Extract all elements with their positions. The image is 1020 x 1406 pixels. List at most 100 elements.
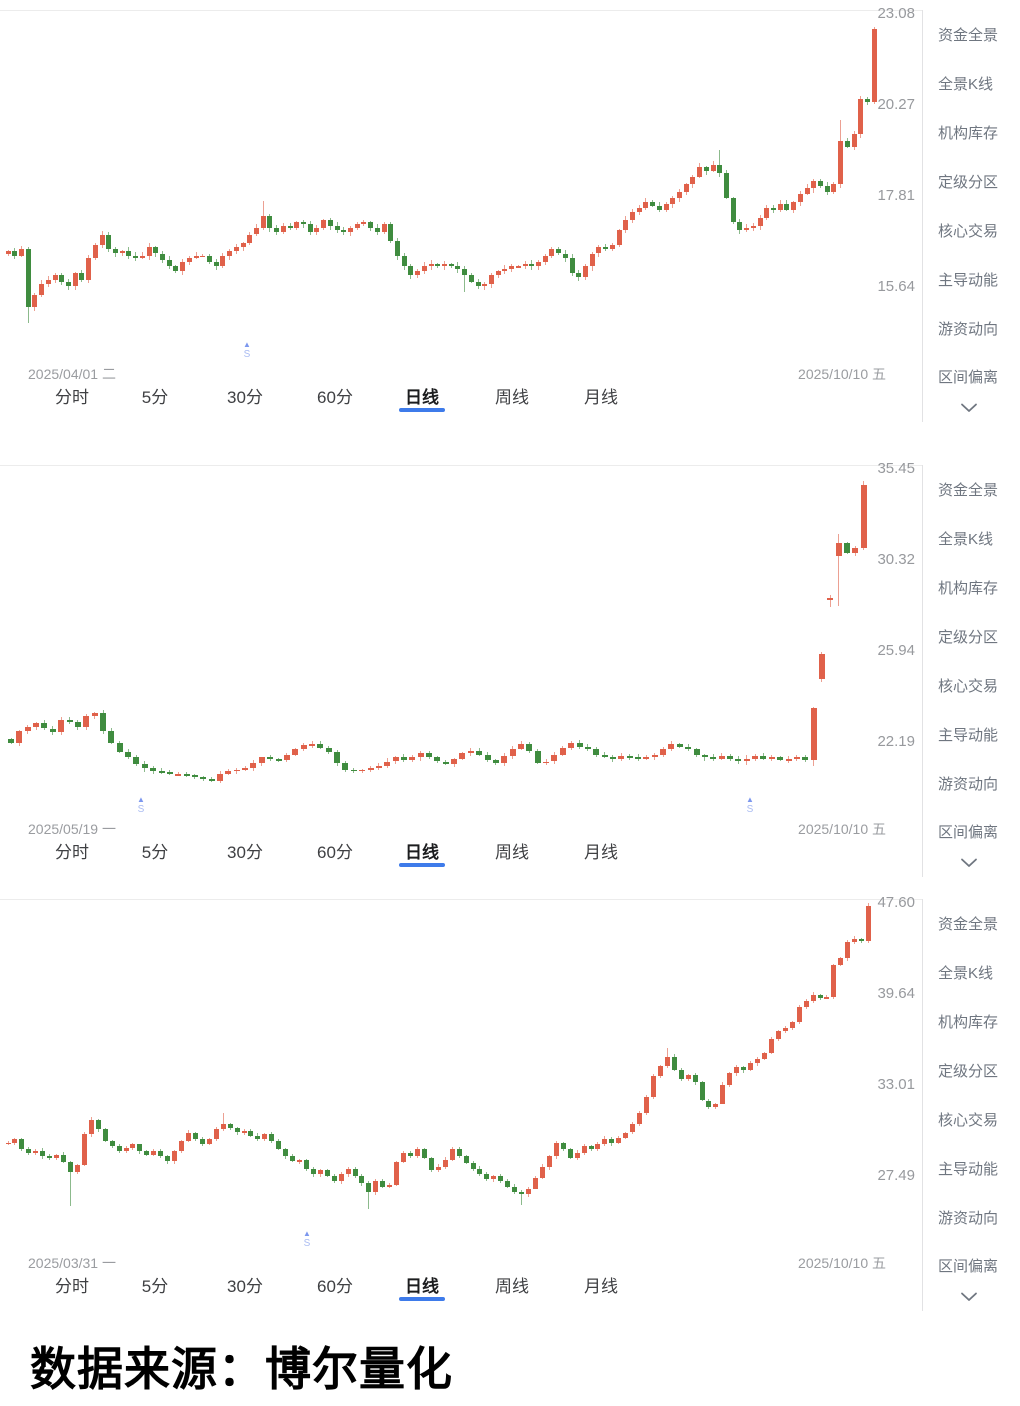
candle xyxy=(676,744,683,747)
candle xyxy=(233,769,240,772)
candle xyxy=(137,1144,143,1152)
candle xyxy=(267,757,274,760)
sidebar-item-3[interactable]: 机构库存 xyxy=(938,1014,999,1031)
price-axis-label: 27.49 xyxy=(877,1167,915,1184)
chevron-down-icon[interactable] xyxy=(959,1290,979,1302)
tab-timeframe-4[interactable]: 60分 xyxy=(317,843,353,862)
tab-timeframe-3[interactable]: 30分 xyxy=(227,388,263,407)
sidebar-item-4[interactable]: 定级分区 xyxy=(938,629,999,646)
candle xyxy=(782,1028,788,1031)
candle xyxy=(206,255,212,263)
sidebar-item-7[interactable]: 游资动向 xyxy=(938,321,999,338)
sidebar-item-1[interactable]: 资金全景 xyxy=(938,916,999,933)
chevron-down-icon[interactable] xyxy=(959,401,979,413)
candle xyxy=(551,754,558,762)
tab-timeframe-7[interactable]: 月线 xyxy=(584,388,618,407)
sidebar-item-5[interactable]: 核心交易 xyxy=(938,223,999,240)
tab-timeframe-2[interactable]: 5分 xyxy=(141,388,169,407)
sidebar-item-2[interactable]: 全景K线 xyxy=(938,965,994,982)
candle xyxy=(5,251,11,255)
candle xyxy=(262,1134,268,1140)
candle xyxy=(303,1159,309,1169)
candle xyxy=(844,141,850,147)
candle xyxy=(33,1151,39,1153)
sidebar-item-1[interactable]: 资金全景 xyxy=(938,27,999,44)
price-axis-label: 33.01 xyxy=(877,1076,915,1093)
tab-timeframe-1[interactable]: 分时 xyxy=(55,388,89,407)
candlestick-plot-area[interactable] xyxy=(0,10,922,355)
panel-top-border xyxy=(0,10,922,11)
sidebar-item-7[interactable]: 游资动向 xyxy=(938,1210,999,1227)
candle xyxy=(449,1149,455,1160)
sidebar-item-2[interactable]: 全景K线 xyxy=(938,531,994,548)
tab-timeframe-5[interactable]: 日线 xyxy=(405,388,439,407)
tab-timeframe-7[interactable]: 月线 xyxy=(584,843,618,862)
tab-timeframe-4[interactable]: 60分 xyxy=(317,388,353,407)
candle xyxy=(352,1168,358,1176)
candle xyxy=(845,942,851,959)
candle xyxy=(59,275,65,282)
tab-timeframe-1[interactable]: 分时 xyxy=(55,843,89,862)
sidebar-item-3[interactable]: 机构库存 xyxy=(938,580,999,597)
candlestick-plot-area[interactable] xyxy=(0,899,922,1244)
sidebar-item-6[interactable]: 主导动能 xyxy=(938,1161,999,1178)
candle xyxy=(512,1186,518,1193)
candle xyxy=(33,723,40,728)
price-axis-label: 17.81 xyxy=(877,187,915,204)
sidebar-item-8[interactable]: 区间偏离 xyxy=(938,824,999,841)
candle xyxy=(451,758,458,765)
tab-timeframe-5[interactable]: 日线 xyxy=(405,843,439,862)
candle xyxy=(8,739,14,743)
candlestick-plot-area[interactable] xyxy=(0,465,922,810)
candle-wick xyxy=(368,1181,370,1209)
candle xyxy=(100,713,106,732)
tab-timeframe-5[interactable]: 日线 xyxy=(405,1277,439,1296)
candle xyxy=(165,1156,171,1162)
tab-timeframe-4[interactable]: 60分 xyxy=(317,1277,353,1296)
sidebar-item-7[interactable]: 游资动向 xyxy=(938,776,999,793)
tab-timeframe-2[interactable]: 5分 xyxy=(141,1277,169,1296)
candle xyxy=(797,194,803,202)
candle xyxy=(192,1132,198,1140)
sidebar-item-4[interactable]: 定级分区 xyxy=(938,174,999,191)
tab-timeframe-2[interactable]: 5分 xyxy=(141,843,169,862)
candle xyxy=(88,1119,94,1135)
candle xyxy=(741,1067,747,1071)
active-tab-underline xyxy=(399,408,445,412)
sidebar-item-5[interactable]: 核心交易 xyxy=(938,678,999,695)
sidebar-item-1[interactable]: 资金全景 xyxy=(938,482,999,499)
candle xyxy=(384,761,391,766)
candle xyxy=(770,208,776,210)
tab-timeframe-6[interactable]: 周线 xyxy=(495,843,529,862)
sidebar-item-5[interactable]: 核心交易 xyxy=(938,1112,999,1129)
candle xyxy=(584,746,591,750)
sidebar-item-8[interactable]: 区间偏离 xyxy=(938,369,999,386)
candle xyxy=(119,251,125,254)
candle xyxy=(463,1156,469,1164)
chevron-down-icon[interactable] xyxy=(959,856,979,868)
sidebar-item-3[interactable]: 机构库存 xyxy=(938,125,999,142)
candle xyxy=(717,165,723,173)
sidebar-item-2[interactable]: 全景K线 xyxy=(938,76,994,93)
candle xyxy=(41,723,48,729)
candle xyxy=(345,1168,351,1175)
candle xyxy=(45,279,51,285)
sidebar-item-8[interactable]: 区间偏离 xyxy=(938,1258,999,1275)
tab-timeframe-6[interactable]: 周线 xyxy=(495,1277,529,1296)
tab-timeframe-3[interactable]: 30分 xyxy=(227,1277,263,1296)
candle xyxy=(817,994,823,999)
sidebar-item-4[interactable]: 定级分区 xyxy=(938,1063,999,1080)
candle xyxy=(74,722,81,728)
tab-timeframe-7[interactable]: 月线 xyxy=(584,1277,618,1296)
candle xyxy=(793,757,800,760)
tab-timeframe-1[interactable]: 分时 xyxy=(55,1277,89,1296)
sidebar-item-6[interactable]: 主导动能 xyxy=(938,272,999,289)
tab-timeframe-6[interactable]: 周线 xyxy=(495,388,529,407)
candle xyxy=(470,1163,476,1169)
candle xyxy=(703,167,709,171)
sidebar-item-6[interactable]: 主导动能 xyxy=(938,727,999,744)
candle xyxy=(609,757,616,760)
candle xyxy=(755,1058,760,1064)
start-date-label: 2025/04/01 二 xyxy=(28,366,116,382)
tab-timeframe-3[interactable]: 30分 xyxy=(227,843,263,862)
